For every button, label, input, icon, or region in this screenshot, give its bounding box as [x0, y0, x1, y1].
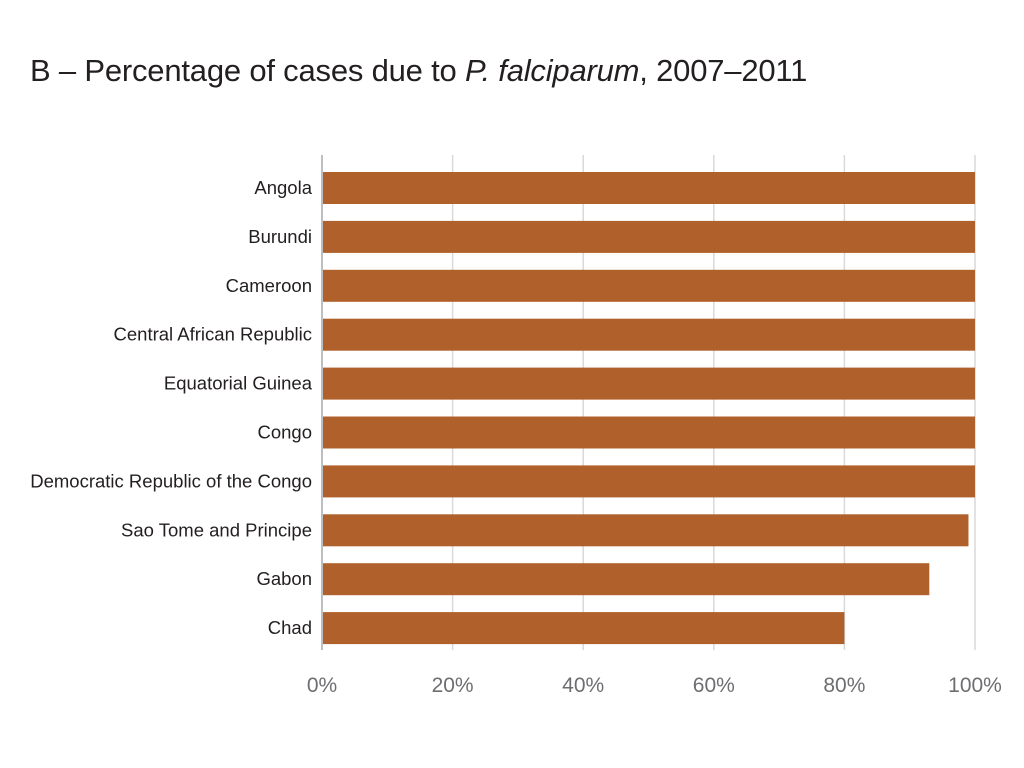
category-label: Congo — [257, 422, 312, 443]
chart-title: B – Percentage of cases due to P. falcip… — [30, 53, 807, 89]
bar — [322, 367, 975, 400]
category-label: Angola — [254, 177, 312, 198]
category-label: Burundi — [248, 226, 312, 247]
category-label: Chad — [268, 617, 312, 638]
bar — [322, 416, 975, 449]
x-tick-label: 0% — [307, 674, 337, 697]
chart-title-suffix: , 2007–2011 — [639, 53, 808, 88]
category-labels: Angola Burundi Cameroon Central African Rep… — [30, 177, 312, 638]
category-label: Equatorial Guinea — [164, 373, 313, 394]
bars — [322, 172, 975, 645]
category-label: Central African Republic — [114, 324, 312, 345]
bar — [322, 269, 975, 302]
chart-title-species: P. falciparum — [464, 53, 640, 88]
x-tick-label: 20% — [432, 674, 474, 697]
bar — [322, 514, 969, 547]
category-label: Democratic Republic of the Congo — [30, 470, 312, 491]
bar — [322, 318, 975, 351]
x-tick-labels: 0% 20% 40% 60% 80% 100% — [307, 674, 1002, 697]
bar — [322, 172, 975, 204]
bar — [322, 563, 930, 596]
x-tick-label: 40% — [562, 674, 604, 697]
category-label: Cameroon — [226, 275, 312, 296]
bar — [322, 612, 845, 645]
chart-title-prefix: B – Percentage of cases due to — [30, 53, 465, 88]
category-label: Gabon — [256, 568, 312, 589]
x-tick-label: 60% — [693, 674, 735, 697]
bar — [322, 465, 975, 498]
x-tick-label: 80% — [823, 674, 865, 697]
category-label: Sao Tome and Principe — [121, 519, 312, 540]
x-tick-label: 100% — [948, 674, 1002, 697]
bar — [322, 220, 975, 253]
